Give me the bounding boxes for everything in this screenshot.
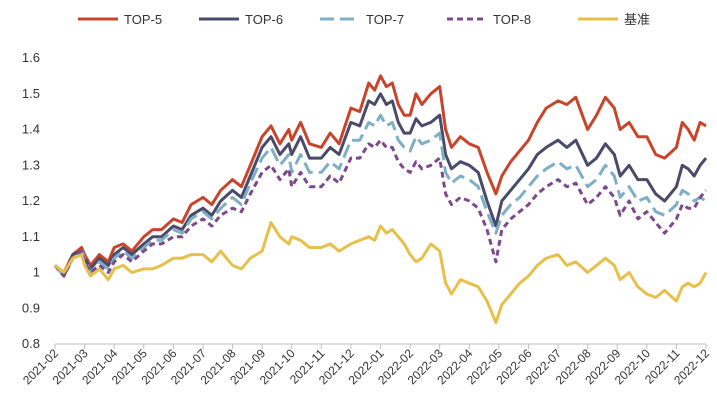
series-line-top-7 xyxy=(53,113,707,278)
legend-label-top-8: TOP-8 xyxy=(493,12,531,27)
series-line-benchmark xyxy=(54,221,708,325)
legend-label-benchmark: 基准 xyxy=(624,12,650,27)
y-tick-label: 0.9 xyxy=(22,300,40,315)
chart-legend: TOP-5 TOP-6 TOP-7 TOP-8 基准 xyxy=(78,12,650,27)
y-tick-label: 1 xyxy=(33,265,40,280)
y-tick-label: 1.1 xyxy=(22,229,40,244)
legend-label-top-5: TOP-5 xyxy=(124,12,162,27)
y-tick-label: 0.8 xyxy=(22,336,40,351)
y-tick-label: 1.6 xyxy=(22,50,40,65)
series-line-top-5 xyxy=(54,74,707,274)
x-axis: 2021-022021-032021-042021-052021-062021-… xyxy=(20,343,712,387)
legend-label-top-7: TOP-7 xyxy=(366,12,404,27)
y-tick-label: 1.2 xyxy=(22,193,40,208)
y-tick-label: 1.5 xyxy=(22,86,40,101)
plot-area xyxy=(53,74,708,325)
y-tick-label: 1.3 xyxy=(22,157,40,172)
y-axis: 0.8 0.9 1 1.1 1.2 1.3 1.4 1.5 1.6 xyxy=(22,50,40,351)
y-tick-label: 1.4 xyxy=(22,122,40,137)
series-line-top-8 xyxy=(53,138,708,278)
legend-label-top-6: TOP-6 xyxy=(245,12,283,27)
series-line-top-6 xyxy=(53,92,708,278)
